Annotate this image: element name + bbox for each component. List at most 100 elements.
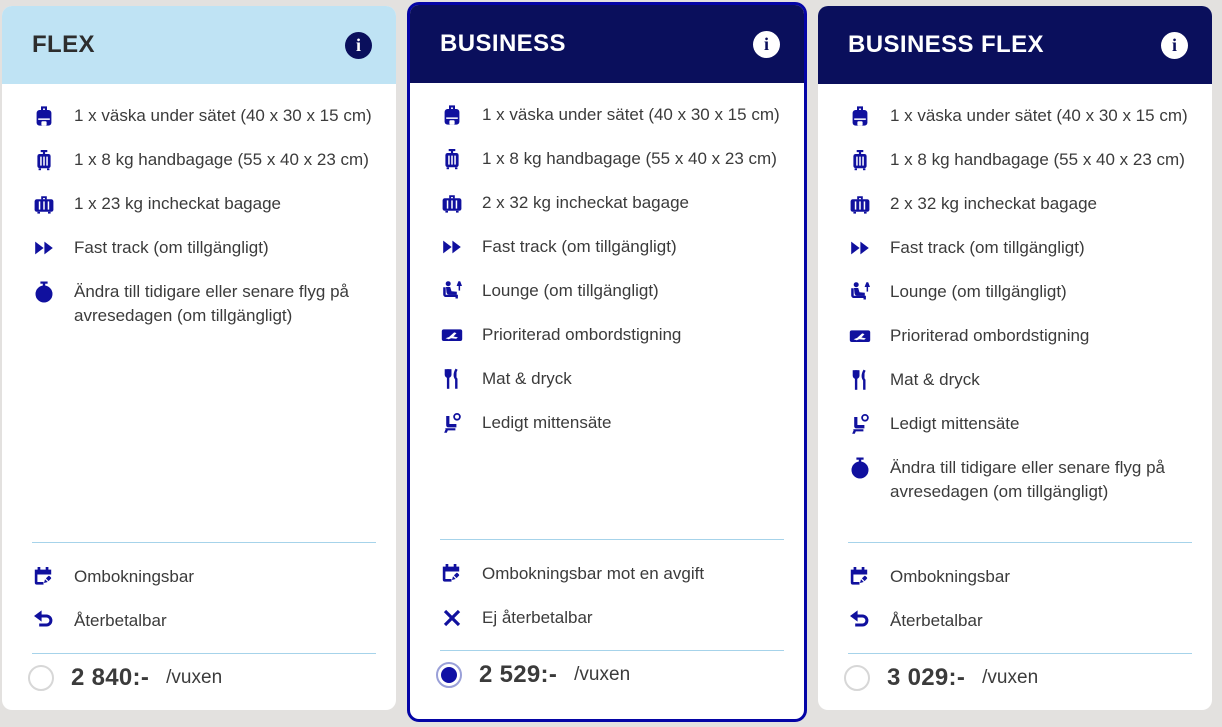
feature-row: Ledigt mittensäte (848, 402, 1192, 446)
calendar-pencil-icon (440, 562, 464, 586)
fare-radio[interactable] (28, 665, 54, 691)
card-header: BUSINESS i (410, 5, 804, 83)
feature-row: Ledigt mittensäte (440, 401, 784, 445)
feature-row-label: Fast track (om tillgängligt) (482, 237, 677, 256)
feature-list: 1 x väska under sätet (40 x 30 x 15 cm) … (2, 84, 396, 338)
card-header: FLEX i (2, 6, 396, 84)
feature-row-label: Lounge (om tillgängligt) (482, 281, 659, 300)
feature-row-label: Mat & dryck (890, 370, 980, 389)
feature-row: 2 x 32 kg incheckat bagage (440, 181, 784, 225)
fast-track-icon (32, 236, 56, 260)
policies-price-divider (848, 653, 1192, 654)
fare-price: 3 029:- (887, 664, 966, 691)
fare-title: FLEX (32, 31, 95, 58)
fare-card-business-flex[interactable]: BUSINESS FLEX i 1 x väska under sätet (4… (818, 6, 1212, 710)
feature-row-label: 1 x 8 kg handbagage (55 x 40 x 23 cm) (890, 150, 1185, 169)
empty-middle-seat-icon (848, 412, 872, 436)
feature-row: Mat & dryck (440, 357, 784, 401)
feature-row: Prioriterad ombordstigning (848, 314, 1192, 358)
feature-row-label: Ändra till tidigare eller senare flyg på… (74, 282, 349, 325)
fare-radio[interactable] (844, 665, 870, 691)
fast-track-icon (848, 236, 872, 260)
feature-list: 1 x väska under sätet (40 x 30 x 15 cm) … (410, 83, 804, 445)
feature-row-label: 1 x väska under sätet (40 x 30 x 15 cm) (74, 106, 372, 125)
feature-row-label: 1 x 8 kg handbagage (55 x 40 x 23 cm) (482, 149, 777, 168)
feature-row: Fast track (om tillgängligt) (440, 225, 784, 269)
card-header: BUSINESS FLEX i (818, 6, 1212, 84)
info-icon[interactable]: i (1161, 31, 1188, 59)
feature-row: Lounge (om tillgängligt) (440, 269, 784, 313)
feature-row-label: Prioriterad ombordstigning (482, 325, 682, 344)
feature-row: Mat & dryck (848, 358, 1192, 402)
priority-boarding-icon (848, 324, 872, 348)
feature-row-label: Ledigt mittensäte (890, 414, 1020, 433)
feature-row-label: Ledigt mittensäte (482, 413, 612, 432)
lounge-icon (440, 279, 464, 303)
feature-row-label: Fast track (om tillgängligt) (74, 238, 269, 257)
food-drink-icon (848, 368, 872, 392)
feature-row-label: Mat & dryck (482, 369, 572, 388)
price-row: 3 029:- /vuxen (818, 654, 1212, 710)
lounge-icon (848, 280, 872, 304)
checked-bag-icon (32, 192, 56, 216)
policy-row-label: Ombokningsbar (74, 567, 195, 586)
stopwatch-icon (848, 456, 872, 480)
fast-track-icon (440, 235, 464, 259)
policy-row-label: Återbetalbar (74, 611, 167, 630)
policy-list: Ombokningsbar mot en avgift Ej återbetal… (410, 540, 804, 650)
checked-bag-icon (440, 191, 464, 215)
empty-middle-seat-icon (440, 411, 464, 435)
underseat-bag-icon (440, 103, 464, 127)
calendar-pencil-icon (32, 565, 56, 589)
fare-card-business[interactable]: BUSINESS i 1 x väska under sätet (40 x 3… (407, 2, 807, 722)
policy-row: Ombokningsbar (32, 555, 376, 599)
spacer (2, 338, 396, 542)
feature-row: Prioriterad ombordstigning (440, 313, 784, 357)
feature-row: Ändra till tidigare eller senare flyg på… (32, 270, 376, 338)
features-policies-divider (848, 542, 1192, 543)
stopwatch-icon (32, 280, 56, 304)
policy-row: Återbetalbar (32, 599, 376, 643)
price-unit: /vuxen (982, 667, 1039, 688)
feature-row-label: 2 x 32 kg incheckat bagage (482, 193, 689, 212)
policy-row: Ombokningsbar (848, 555, 1192, 599)
checked-bag-icon (848, 192, 872, 216)
policy-row: Ombokningsbar mot en avgift (440, 552, 784, 596)
food-drink-icon (440, 367, 464, 391)
price-row: 2 529:- /vuxen (410, 651, 804, 719)
cabin-bag-icon (32, 148, 56, 172)
policy-row-label: Ombokningsbar mot en avgift (482, 564, 705, 583)
cabin-bag-icon (440, 147, 464, 171)
fare-radio[interactable] (436, 662, 462, 688)
feature-row: Fast track (om tillgängligt) (848, 226, 1192, 270)
policy-row-label: Ombokningsbar (890, 567, 1011, 586)
spacer (410, 445, 804, 539)
features-policies-divider (440, 539, 784, 540)
info-icon[interactable]: i (753, 30, 780, 58)
fare-title: BUSINESS FLEX (848, 31, 1044, 58)
price-row: 2 840:- /vuxen (2, 654, 396, 710)
feature-row: Fast track (om tillgängligt) (32, 226, 376, 270)
feature-row: 1 x 23 kg incheckat bagage (32, 182, 376, 226)
feature-row-label: Prioriterad ombordstigning (890, 326, 1090, 345)
radio-dot-icon (441, 667, 457, 683)
feature-list: 1 x väska under sätet (40 x 30 x 15 cm) … (818, 84, 1212, 514)
feature-row-label: 1 x 8 kg handbagage (55 x 40 x 23 cm) (74, 150, 369, 169)
undo-arrow-icon (32, 609, 56, 633)
feature-row-label: 2 x 32 kg incheckat bagage (890, 194, 1097, 213)
feature-row: Ändra till tidigare eller senare flyg på… (848, 446, 1192, 514)
feature-row: 1 x 8 kg handbagage (55 x 40 x 23 cm) (32, 138, 376, 182)
policies-price-divider (32, 653, 376, 654)
feature-row-label: 1 x väska under sätet (40 x 30 x 15 cm) (482, 105, 780, 124)
fare-card-flex[interactable]: FLEX i 1 x väska under sätet (40 x 30 x … (2, 6, 396, 710)
policy-list: Ombokningsbar Återbetalbar (818, 543, 1212, 653)
features-policies-divider (32, 542, 376, 543)
price-unit: /vuxen (166, 667, 223, 688)
feature-row: 1 x väska under sätet (40 x 30 x 15 cm) (440, 93, 784, 137)
info-icon[interactable]: i (345, 31, 372, 59)
policy-row: Återbetalbar (848, 599, 1192, 643)
undo-arrow-icon (848, 609, 872, 633)
underseat-bag-icon (848, 104, 872, 128)
fare-title: BUSINESS (440, 30, 566, 57)
fare-price: 2 840:- (71, 664, 150, 691)
